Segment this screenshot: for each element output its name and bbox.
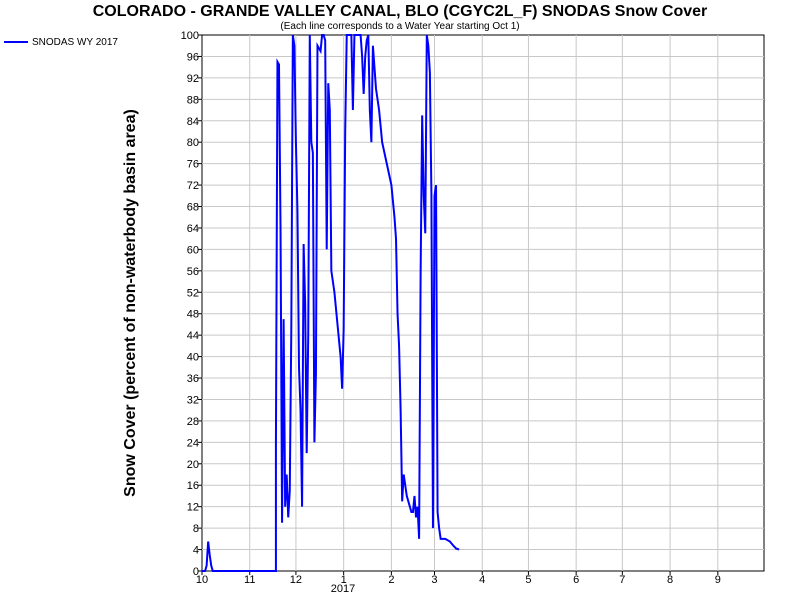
series-group: [202, 34, 460, 572]
legend: SNODAS WY 2017: [4, 37, 118, 48]
y-tick-label: 28: [187, 416, 199, 428]
y-tick-label: 92: [187, 73, 199, 85]
y-axis-label: Snow Cover (percent of non-waterbody bas…: [122, 109, 139, 497]
y-tick-label: 40: [187, 352, 199, 364]
y-tick-label: 8: [193, 523, 199, 535]
y-tick-label: 72: [187, 180, 199, 192]
y-tick-label: 52: [187, 287, 199, 299]
x-tick-label: 6: [573, 574, 579, 586]
y-tick-label: 16: [187, 480, 199, 492]
chart-title: COLORADO - GRANDE VALLEY CANAL, BLO (CGY…: [93, 3, 708, 20]
y-tick-label: 60: [187, 244, 199, 256]
y-tick-label: 96: [187, 51, 199, 63]
y-axis-ticks: 0481216202428323640444852566064687276808…: [181, 30, 202, 578]
x-tick-label: 10: [196, 574, 208, 586]
chart-subtitle: (Each line corresponds to a Water Year s…: [280, 21, 519, 32]
y-tick-label: 80: [187, 137, 199, 149]
year-label: 2017: [331, 583, 355, 595]
y-tick-label: 44: [187, 330, 199, 342]
y-tick-label: 0: [193, 566, 199, 578]
x-axis-ticks: 10 11 12 1 2 3 4 5 6 7 8 9: [196, 571, 721, 586]
legend-label: SNODAS WY 2017: [32, 37, 118, 48]
x-tick-label: 7: [619, 574, 625, 586]
x-tick-label: 11: [244, 574, 255, 586]
y-tick-label: 100: [181, 30, 199, 42]
x-tick-label: 4: [479, 574, 485, 586]
x-tick-label: 1: [341, 574, 347, 586]
y-tick-label: 76: [187, 159, 199, 171]
y-tick-label: 32: [187, 394, 199, 406]
x-tick-label: 5: [525, 574, 531, 586]
y-tick-label: 64: [187, 223, 199, 235]
y-tick-label: 4: [193, 545, 199, 557]
x-tick-label: 3: [431, 574, 437, 586]
y-tick-label: 56: [187, 266, 199, 278]
y-tick-label: 36: [187, 373, 199, 385]
x-tick-label: 2: [388, 574, 394, 586]
y-tick-label: 20: [187, 459, 199, 471]
y-tick-label: 48: [187, 309, 199, 321]
y-tick-label: 12: [187, 502, 199, 514]
y-tick-label: 24: [187, 437, 199, 449]
series-line: [202, 34, 460, 572]
x-tick-label: 12: [290, 574, 302, 586]
y-tick-label: 84: [187, 116, 199, 128]
x-tick-label: 8: [667, 574, 673, 586]
y-tick-label: 88: [187, 94, 199, 106]
y-tick-label: 68: [187, 202, 199, 214]
x-tick-label: 9: [715, 574, 721, 586]
